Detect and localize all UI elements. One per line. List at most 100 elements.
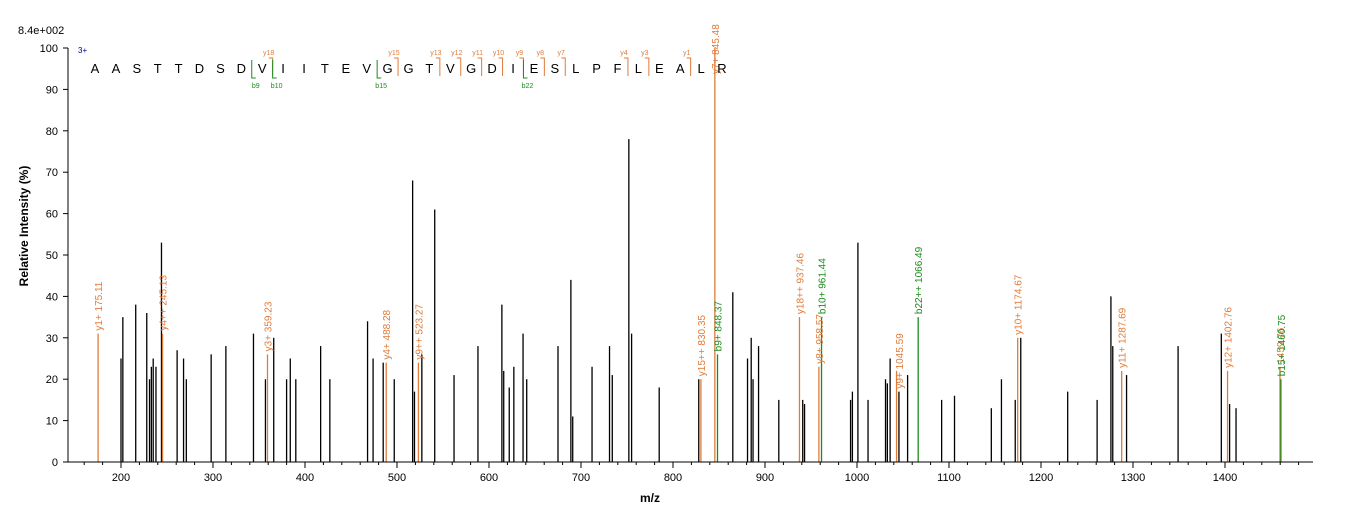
y-tick-label: 10 bbox=[46, 416, 58, 428]
b-ion-label: b10 bbox=[271, 83, 283, 90]
y-tick-label: 100 bbox=[40, 43, 58, 55]
sequence-residue: D bbox=[487, 61, 496, 76]
sequence-residue: A bbox=[112, 61, 121, 76]
sequence-residue: T bbox=[425, 61, 433, 76]
y-ion-bracket bbox=[456, 57, 462, 76]
sequence-residue: E bbox=[530, 61, 539, 76]
x-tick-label: 400 bbox=[296, 472, 314, 484]
sequence-residue: L bbox=[635, 61, 642, 76]
sequence-residue: G bbox=[466, 61, 476, 76]
sequence-residue: L bbox=[697, 61, 704, 76]
sequence-residue: F bbox=[614, 61, 622, 76]
sequence-residue: D bbox=[237, 61, 246, 76]
y-tick-label: 30 bbox=[46, 333, 58, 345]
x-axis-title: m/z bbox=[640, 491, 660, 505]
y-ion-bracket bbox=[435, 57, 441, 76]
b-ion-bracket bbox=[522, 60, 528, 79]
peak-label: y18++ 937.46 bbox=[795, 252, 806, 314]
y-ion-bracket bbox=[394, 57, 399, 76]
sequence-residue: E bbox=[341, 61, 350, 76]
b-ion-label: b22 bbox=[522, 83, 534, 90]
sequence-residue: G bbox=[383, 61, 393, 76]
peak-label: b22++ 1066.49 bbox=[914, 246, 925, 314]
x-tick-label: 600 bbox=[480, 472, 498, 484]
sequence-residue: A bbox=[91, 61, 100, 76]
sequence-residue: T bbox=[175, 61, 183, 76]
peak-label: y8+ 958.57 bbox=[815, 314, 826, 364]
peak-label: y4+ 488.28 bbox=[382, 309, 393, 359]
x-axis-ticks: 200 300 400 500 600 700 800 900 1000 1100 1200 1300… bbox=[83, 462, 1300, 484]
y-axis-title: Relative Intensity (%) bbox=[17, 166, 31, 287]
y-ion-bracket bbox=[644, 57, 650, 76]
sequence-residue: P bbox=[592, 61, 601, 76]
y-axis-ticks: 0 10 20 30 40 50 60 70 80 90 100 bbox=[40, 43, 68, 469]
y-ion-bracket bbox=[623, 57, 629, 76]
x-tick-label: 1100 bbox=[937, 472, 961, 484]
peak-annotations: y1+ 175.11 y4++ 245.13 y3+ 359.23 y4+ 488.2… bbox=[94, 24, 1288, 389]
sequence-residue: T bbox=[154, 61, 162, 76]
x-tick-label: 1200 bbox=[1029, 472, 1053, 484]
sequence-residue: R bbox=[717, 61, 726, 76]
y-ion-bracket bbox=[561, 57, 566, 76]
y-ion-bracket bbox=[540, 57, 545, 76]
y-ion-bracket bbox=[498, 57, 504, 76]
peak-label: y9+ 1045.59 bbox=[895, 333, 906, 389]
peak-label: b15+ 1460.75 bbox=[1277, 314, 1288, 376]
sequence-residue: I bbox=[281, 61, 285, 76]
y-ion-bracket bbox=[519, 57, 524, 76]
peak-label: y10+ 1174.67 bbox=[1014, 274, 1025, 335]
peak-label: b10+ 961.44 bbox=[818, 258, 829, 314]
sequence-residue: A bbox=[676, 61, 685, 76]
sequence-residue: G bbox=[403, 61, 413, 76]
y-ion-label: y7 bbox=[558, 50, 566, 57]
peak-label: b9+ 848.37 bbox=[714, 301, 725, 352]
x-tick-label: 500 bbox=[388, 472, 406, 484]
b-ion-label: b15 bbox=[375, 83, 387, 90]
sequence-residue: V bbox=[258, 61, 267, 76]
peak-label: y7+ 845.48 bbox=[711, 24, 722, 74]
sequence-residue: L bbox=[572, 61, 579, 76]
peak-label: y12+ 1402.76 bbox=[1224, 307, 1235, 368]
y-ion-label: y4 bbox=[620, 50, 628, 57]
sequence-residue: E bbox=[655, 61, 664, 76]
x-tick-label: 300 bbox=[204, 472, 222, 484]
peak-label: y3+ 359.23 bbox=[263, 301, 274, 351]
x-tick-label: 200 bbox=[112, 472, 130, 484]
y-ion-label: y9 bbox=[516, 50, 524, 57]
y-tick-label: 60 bbox=[46, 209, 58, 221]
x-tick-label: 700 bbox=[572, 472, 590, 484]
sequence-residue: I bbox=[511, 61, 515, 76]
y-ion-label: y10 bbox=[493, 50, 504, 57]
peak-label: 1459.76 bbox=[1276, 327, 1287, 364]
x-tick-label: 1400 bbox=[1213, 472, 1237, 484]
x-tick-label: 900 bbox=[756, 472, 774, 484]
x-tick-label: 1300 bbox=[1121, 472, 1145, 484]
sequence-residue: V bbox=[446, 61, 455, 76]
x-tick-label: 1000 bbox=[845, 472, 869, 484]
peak-label: y1+ 175.11 bbox=[94, 281, 105, 330]
y-tick-label: 70 bbox=[46, 167, 58, 179]
y-ion-label: y12 bbox=[451, 50, 462, 57]
y-ion-bracket bbox=[268, 57, 274, 76]
y-ion-bracket bbox=[686, 57, 692, 76]
charge-state-label: 3+ bbox=[78, 46, 87, 55]
y-ion-label: y18 bbox=[263, 50, 274, 57]
peak-label: y11+ 1287.69 bbox=[1118, 307, 1129, 368]
sequence-residue: S bbox=[550, 61, 559, 76]
b-ion-bracket bbox=[272, 60, 277, 79]
b-ion-bracket bbox=[251, 60, 256, 79]
y-ion-label: y15 bbox=[388, 50, 399, 57]
sequence-residue: S bbox=[132, 61, 141, 76]
y-ion-label: y3 bbox=[641, 50, 649, 57]
peak-label: y15++ 830.35 bbox=[697, 315, 708, 377]
sequence-residue: S bbox=[216, 61, 225, 76]
y-tick-label: 40 bbox=[46, 291, 58, 303]
peak-label: y9++ 523.27 bbox=[414, 304, 425, 360]
peak-label: y4++ 245.13 bbox=[159, 275, 170, 331]
spectrum-peaks bbox=[97, 48, 1282, 462]
sequence-residue: V bbox=[362, 61, 371, 76]
y-tick-label: 90 bbox=[46, 84, 58, 96]
b-ion-label: b9 bbox=[252, 83, 260, 90]
